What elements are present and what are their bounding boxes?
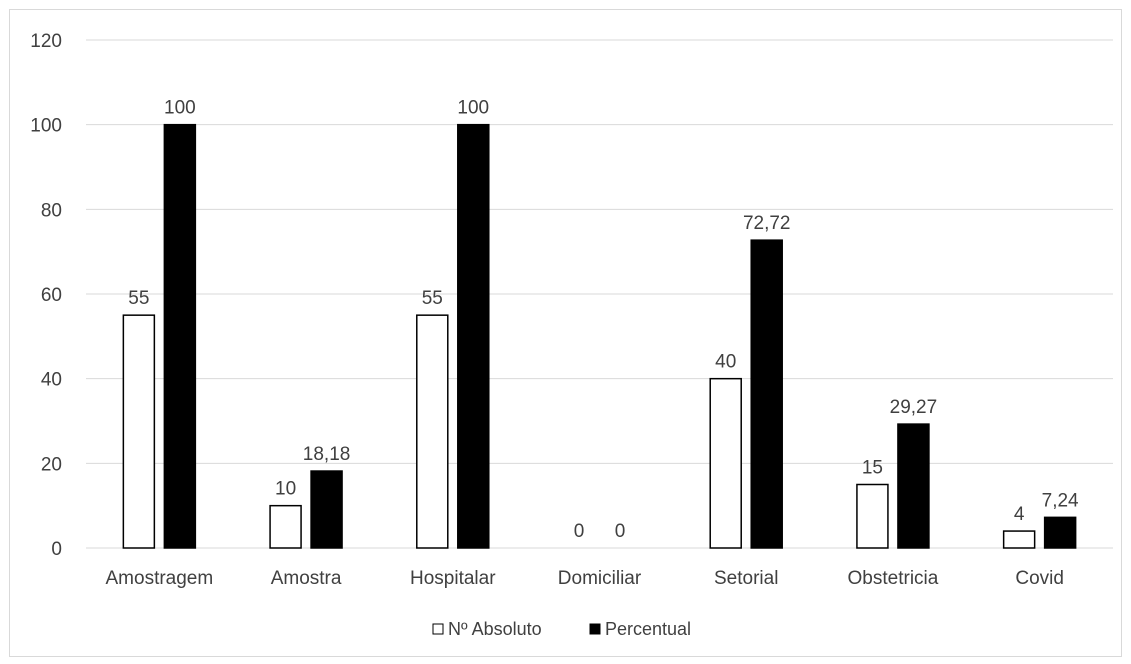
data-label: 55 [128, 288, 149, 309]
legend-label: Nº Absoluto [448, 619, 542, 639]
category-label: Setorial [714, 568, 778, 589]
bar-percentual [163, 123, 197, 549]
category-label: Hospitalar [410, 568, 496, 589]
legend-swatch [432, 623, 444, 635]
category-label: Obstetricia [848, 568, 939, 589]
bar-absoluto [856, 483, 889, 549]
y-axis-ticks: 0 20 40 60 80 100 120 [30, 31, 62, 560]
bar-absoluto [1002, 530, 1036, 549]
legend: Nº Absoluto Percentual [432, 619, 691, 639]
bar-percentual [457, 123, 490, 549]
data-label: 55 [422, 288, 443, 309]
bar-percentual [1043, 516, 1077, 549]
data-label: 40 [715, 352, 736, 373]
legend-label: Percentual [605, 619, 691, 639]
data-label: 100 [457, 98, 489, 119]
category-label: Amostragem [106, 568, 214, 589]
category-label: Domiciliar [558, 568, 642, 589]
y-tick-label: 40 [41, 370, 62, 391]
bar-percentual [897, 423, 930, 549]
data-label: 29,27 [890, 397, 938, 418]
bars [122, 123, 1077, 549]
data-label: 72,72 [743, 213, 791, 234]
bar-absoluto [416, 314, 449, 549]
data-label: 0 [574, 521, 585, 542]
bar-absoluto [709, 377, 742, 549]
bar-chart: 0 20 40 60 80 100 120 55 100 10 18,18 55 100 0 0 40 72,… [30, 31, 1113, 639]
y-tick-label: 60 [41, 285, 62, 306]
data-label: 4 [1014, 504, 1025, 525]
bar-absoluto [269, 504, 302, 549]
x-axis-categories: Amostragem Amostra Hospitalar Domiciliar Set… [106, 568, 1064, 589]
category-label: Covid [1015, 568, 1064, 589]
category-label: Amostra [271, 568, 342, 589]
y-tick-label: 80 [41, 200, 62, 221]
y-tick-label: 100 [30, 116, 62, 137]
legend-swatch [589, 623, 601, 635]
bar-percentual [750, 239, 783, 549]
bar-absoluto [122, 314, 156, 549]
data-label: 0 [615, 521, 626, 542]
data-label: 15 [862, 458, 883, 479]
gridlines [86, 39, 1113, 549]
bar-percentual [310, 470, 343, 549]
data-label: 18,18 [303, 444, 351, 465]
data-label: 10 [275, 479, 296, 500]
y-tick-label: 120 [30, 31, 62, 52]
data-label: 100 [164, 98, 196, 119]
data-label: 7,24 [1042, 490, 1079, 511]
y-tick-label: 20 [41, 454, 62, 475]
data-labels: 55 100 10 18,18 55 100 0 0 40 72,72 15 29,27 4 7,24 [128, 98, 1079, 542]
y-tick-label: 0 [51, 539, 62, 560]
chart-frame: 0 20 40 60 80 100 120 55 100 10 18,18 55 100 0 0 40 72,… [9, 9, 1122, 657]
